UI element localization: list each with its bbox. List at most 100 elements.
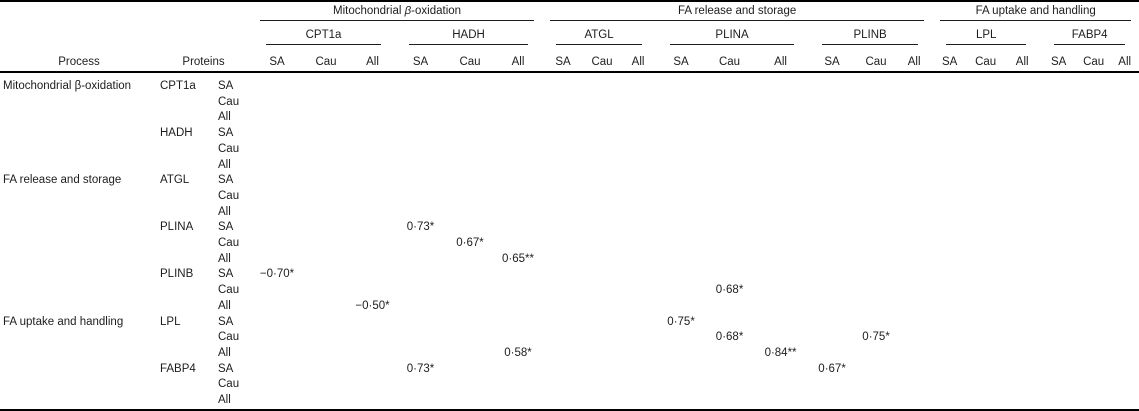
value-cell-plina-all	[753, 330, 808, 346]
protein-cell	[155, 299, 215, 315]
value-cell-atgl-all	[620, 142, 656, 158]
value-cell-hadh-all	[494, 236, 542, 252]
subcolumn-header-hadh-all: All	[494, 45, 543, 73]
process-cell	[0, 236, 155, 252]
value-cell-cpt1a-cau	[302, 315, 350, 331]
value-cell-fabp4-sa	[1040, 220, 1077, 236]
group-cell: Cau	[218, 378, 240, 391]
value-cell-fabp4-cau	[1077, 189, 1110, 205]
value-cell-atgl-sa	[542, 126, 584, 142]
group-cell: Cau	[218, 237, 240, 250]
protein-cell: FABP4	[160, 362, 196, 375]
value-cell-plina-all	[753, 205, 808, 221]
value-cell-cpt1a-sa	[252, 142, 302, 158]
value-cell-cpt1a-all	[350, 189, 395, 205]
value-cell-lpl-sa	[932, 95, 967, 111]
value-cell-lpl-cau	[967, 267, 1004, 283]
protein-cell	[155, 110, 215, 126]
value-cell-lpl-all	[1004, 220, 1040, 236]
value-cell-plina-cau	[706, 126, 753, 142]
value-cell-fabp4-sa	[1040, 142, 1077, 158]
value-cell-plinb-sa	[808, 95, 856, 111]
value-cell-atgl-all	[620, 267, 656, 283]
value-cell-plinb-all	[896, 142, 932, 158]
value-cell-atgl-cau	[584, 377, 620, 393]
value-cell-hadh-cau	[446, 158, 494, 174]
value-cell-plinb-sa	[808, 205, 856, 221]
value-cell-cpt1a-sa	[252, 252, 302, 268]
table-row: Cau	[0, 377, 1139, 393]
value-cell-fabp4-sa	[1040, 189, 1077, 205]
value-cell-hadh-all	[494, 158, 542, 174]
value-cell-hadh-cau	[446, 252, 494, 268]
group-cell: SA	[218, 221, 234, 234]
value-cell-lpl-all	[1004, 252, 1040, 268]
group-cell: SA	[218, 362, 234, 375]
value-cell-atgl-sa	[542, 377, 584, 393]
value-cell-plinb-cau	[856, 110, 896, 126]
value-cell-lpl-cau	[967, 346, 1004, 362]
value-cell-lpl-cau	[967, 189, 1004, 205]
value-cell-plina-sa	[656, 142, 706, 158]
value-cell-lpl-all	[1004, 205, 1040, 221]
table-row: FA uptake and handling LPL SA 0·75*	[0, 315, 1139, 331]
value-cell-plinb-sa	[808, 252, 856, 268]
value-cell-plinb-all	[896, 393, 933, 411]
value-cell-lpl-cau	[967, 283, 1004, 299]
value-cell-plina-cau	[706, 205, 753, 221]
value-cell-cpt1a-sa	[252, 393, 302, 411]
value-cell-atgl-all	[620, 205, 656, 221]
value-cell-lpl-sa	[932, 236, 967, 252]
subcolumn-header-atgl-all: All	[620, 45, 657, 73]
subcolumn-header-plina-all: All	[753, 45, 809, 73]
value-cell-atgl-all	[620, 236, 656, 252]
value-cell-cpt1a-sa	[252, 362, 302, 378]
value-cell-cpt1a-cau	[302, 267, 350, 283]
value-cell-cpt1a-cau	[302, 283, 350, 299]
value-cell-atgl-cau	[584, 205, 620, 221]
value-cell-plina-cau	[706, 173, 753, 189]
value-cell-lpl-cau	[967, 95, 1004, 111]
table-row: Cau 0·68*	[0, 283, 1139, 299]
value-cell-fabp4-sa	[1040, 158, 1077, 174]
value-cell-plinb-cau	[856, 377, 896, 393]
value-cell-fabp4-all	[1110, 189, 1139, 205]
value-cell-lpl-sa	[932, 126, 967, 142]
value-cell-cpt1a-all	[350, 72, 395, 95]
value-cell-plina-all	[753, 158, 808, 174]
value-cell-plinb-sa	[808, 393, 857, 411]
protein-header-label: PLINB	[822, 29, 919, 45]
value-cell-cpt1a-all	[350, 236, 395, 252]
value-cell-plina-cau	[706, 362, 753, 378]
value-cell-plinb-all	[896, 267, 932, 283]
value-cell-atgl-cau	[584, 346, 620, 362]
value-cell-plinb-all	[896, 252, 932, 268]
table-row: PLINB SA −0·70*	[0, 267, 1139, 283]
value-cell-hadh-cau	[446, 142, 494, 158]
value-cell-hadh-cau	[446, 283, 494, 299]
protein-cell	[155, 377, 215, 393]
value-cell-atgl-all	[620, 299, 656, 315]
value-cell-hadh-cau	[446, 330, 494, 346]
value-cell-lpl-sa	[932, 315, 967, 331]
table-row: All	[0, 110, 1139, 126]
value-cell-fabp4-sa	[1040, 330, 1077, 346]
value-cell-plina-cau	[706, 252, 753, 268]
group-cell: Cau	[218, 189, 240, 202]
value-cell-cpt1a-cau	[302, 299, 350, 315]
value-cell-cpt1a-all: −0·50*	[355, 299, 390, 312]
protein-cell	[155, 393, 215, 411]
value-cell-hadh-sa: 0·73*	[406, 362, 435, 375]
value-cell-lpl-sa	[932, 393, 968, 411]
value-cell-hadh-sa	[395, 252, 446, 268]
value-cell-hadh-all	[494, 362, 542, 378]
process-cell	[0, 362, 155, 378]
value-cell-atgl-sa	[542, 189, 584, 205]
value-cell-plina-sa	[656, 252, 706, 268]
value-cell-cpt1a-all	[350, 95, 395, 111]
value-cell-hadh-all	[494, 126, 542, 142]
value-cell-lpl-all	[1004, 267, 1040, 283]
value-cell-lpl-cau	[967, 252, 1004, 268]
value-cell-plina-all	[753, 220, 808, 236]
value-cell-cpt1a-cau	[302, 377, 350, 393]
